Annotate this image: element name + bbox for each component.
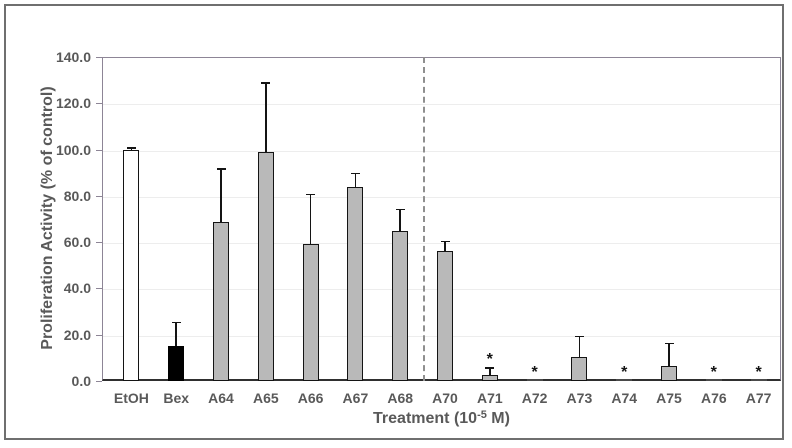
y-tick-mark-40.0 [96,288,102,290]
error-bar-cap-a75 [664,342,674,345]
x-tick-label-a64: A64 [208,390,234,406]
y-tick-mark-60.0 [96,242,102,244]
x-axis-title: Treatment (10-5 M) [102,409,781,428]
error-bar-cap-a71 [485,367,495,369]
gridline-120 [103,104,780,106]
significance-asterisk-a71: * [486,351,493,369]
y-tick-label-60.0: 60.0 [63,234,91,251]
error-bar-a75 [668,342,670,366]
error-bar-cap-bex [171,321,181,324]
bar-a72 [526,379,543,381]
group-separator-line [422,57,425,381]
x-tick-label-a66: A66 [297,390,324,406]
chart-figure: Proliferation Activity (% of control) Tr… [4,4,784,440]
bar-a71 [481,375,498,381]
bar-bex [168,346,185,381]
bar-a70 [437,251,453,381]
gridline-60 [103,243,780,245]
y-tick-label-20.0: 20.0 [63,326,91,343]
x-tick-label-a77: A77 [745,390,772,406]
gridline-80 [103,196,780,198]
error-bar-a65 [265,82,267,152]
bar-a64 [213,222,229,381]
bar-a77 [750,379,767,381]
bar-a67 [347,186,364,381]
x-axis-title-text: Treatment (10 [373,410,478,427]
y-tick-label-120.0: 120.0 [55,95,91,112]
y-tick-label-40.0: 40.0 [63,280,91,297]
x-axis-title-superscript: -5 [477,409,487,421]
bar-a75 [661,365,677,381]
error-bar-cap-a66 [306,193,316,196]
error-bar-cap-a73 [574,335,584,338]
bar-a74 [616,379,633,381]
x-tick-label-etoh: EtOH [113,390,149,406]
x-tick-label-a75: A75 [656,390,682,406]
y-tick-label-80.0: 80.0 [63,187,91,204]
y-tick-mark-0.0 [96,381,102,382]
error-bar-a70 [444,240,446,252]
y-tick-label-100.0: 100.0 [55,141,91,158]
x-tick-label-a72: A72 [521,390,548,406]
x-tick-label-bex: Bex [163,390,190,406]
x-tick-label-a74: A74 [611,390,638,406]
y-tick-mark-120.0 [96,103,102,105]
error-bar-cap-a70 [440,240,450,243]
significance-asterisk-a76: * [710,364,717,382]
error-bar-a68 [399,208,401,231]
x-tick-label-a67: A67 [342,390,369,406]
error-bar-a64 [220,168,222,223]
x-tick-label-a70: A70 [432,390,458,406]
error-bar-a71 [489,367,491,376]
error-bar-a67 [354,172,357,187]
y-tick-mark-80.0 [96,195,102,197]
error-bar-cap-etoh [126,147,136,149]
gridline-100 [103,150,780,152]
significance-asterisk-a77: * [755,364,762,382]
y-tick-mark-140.0 [96,57,102,58]
error-bar-cap-a67 [350,172,360,175]
x-tick-label-a76: A76 [700,390,727,406]
y-tick-mark-100.0 [96,149,102,151]
bar-a65 [257,151,274,381]
error-bar-a66 [309,193,312,245]
error-bar-cap-a65 [261,82,271,84]
bar-a76 [705,379,722,381]
significance-asterisk-a74: * [621,364,628,382]
error-bar-bex [175,321,177,347]
bar-a66 [302,244,319,381]
error-bar-a73 [578,335,581,357]
x-tick-label-a68: A68 [387,390,414,406]
x-axis-title-text-suffix: M) [486,410,510,427]
y-tick-mark-20.0 [96,334,102,336]
y-tick-label-0.0: 0.0 [71,373,91,389]
bar-a68 [392,230,409,381]
bar-etoh [123,149,140,381]
x-tick-label-a73: A73 [566,390,593,406]
error-bar-cap-a64 [216,168,226,170]
bar-a73 [571,356,588,381]
x-tick-label-a71: A71 [476,390,503,406]
significance-asterisk-a72: * [531,364,538,382]
y-tick-label-140.0: 140.0 [55,49,91,65]
x-tick-label-a65: A65 [252,390,279,406]
error-bar-cap-a68 [395,208,405,211]
